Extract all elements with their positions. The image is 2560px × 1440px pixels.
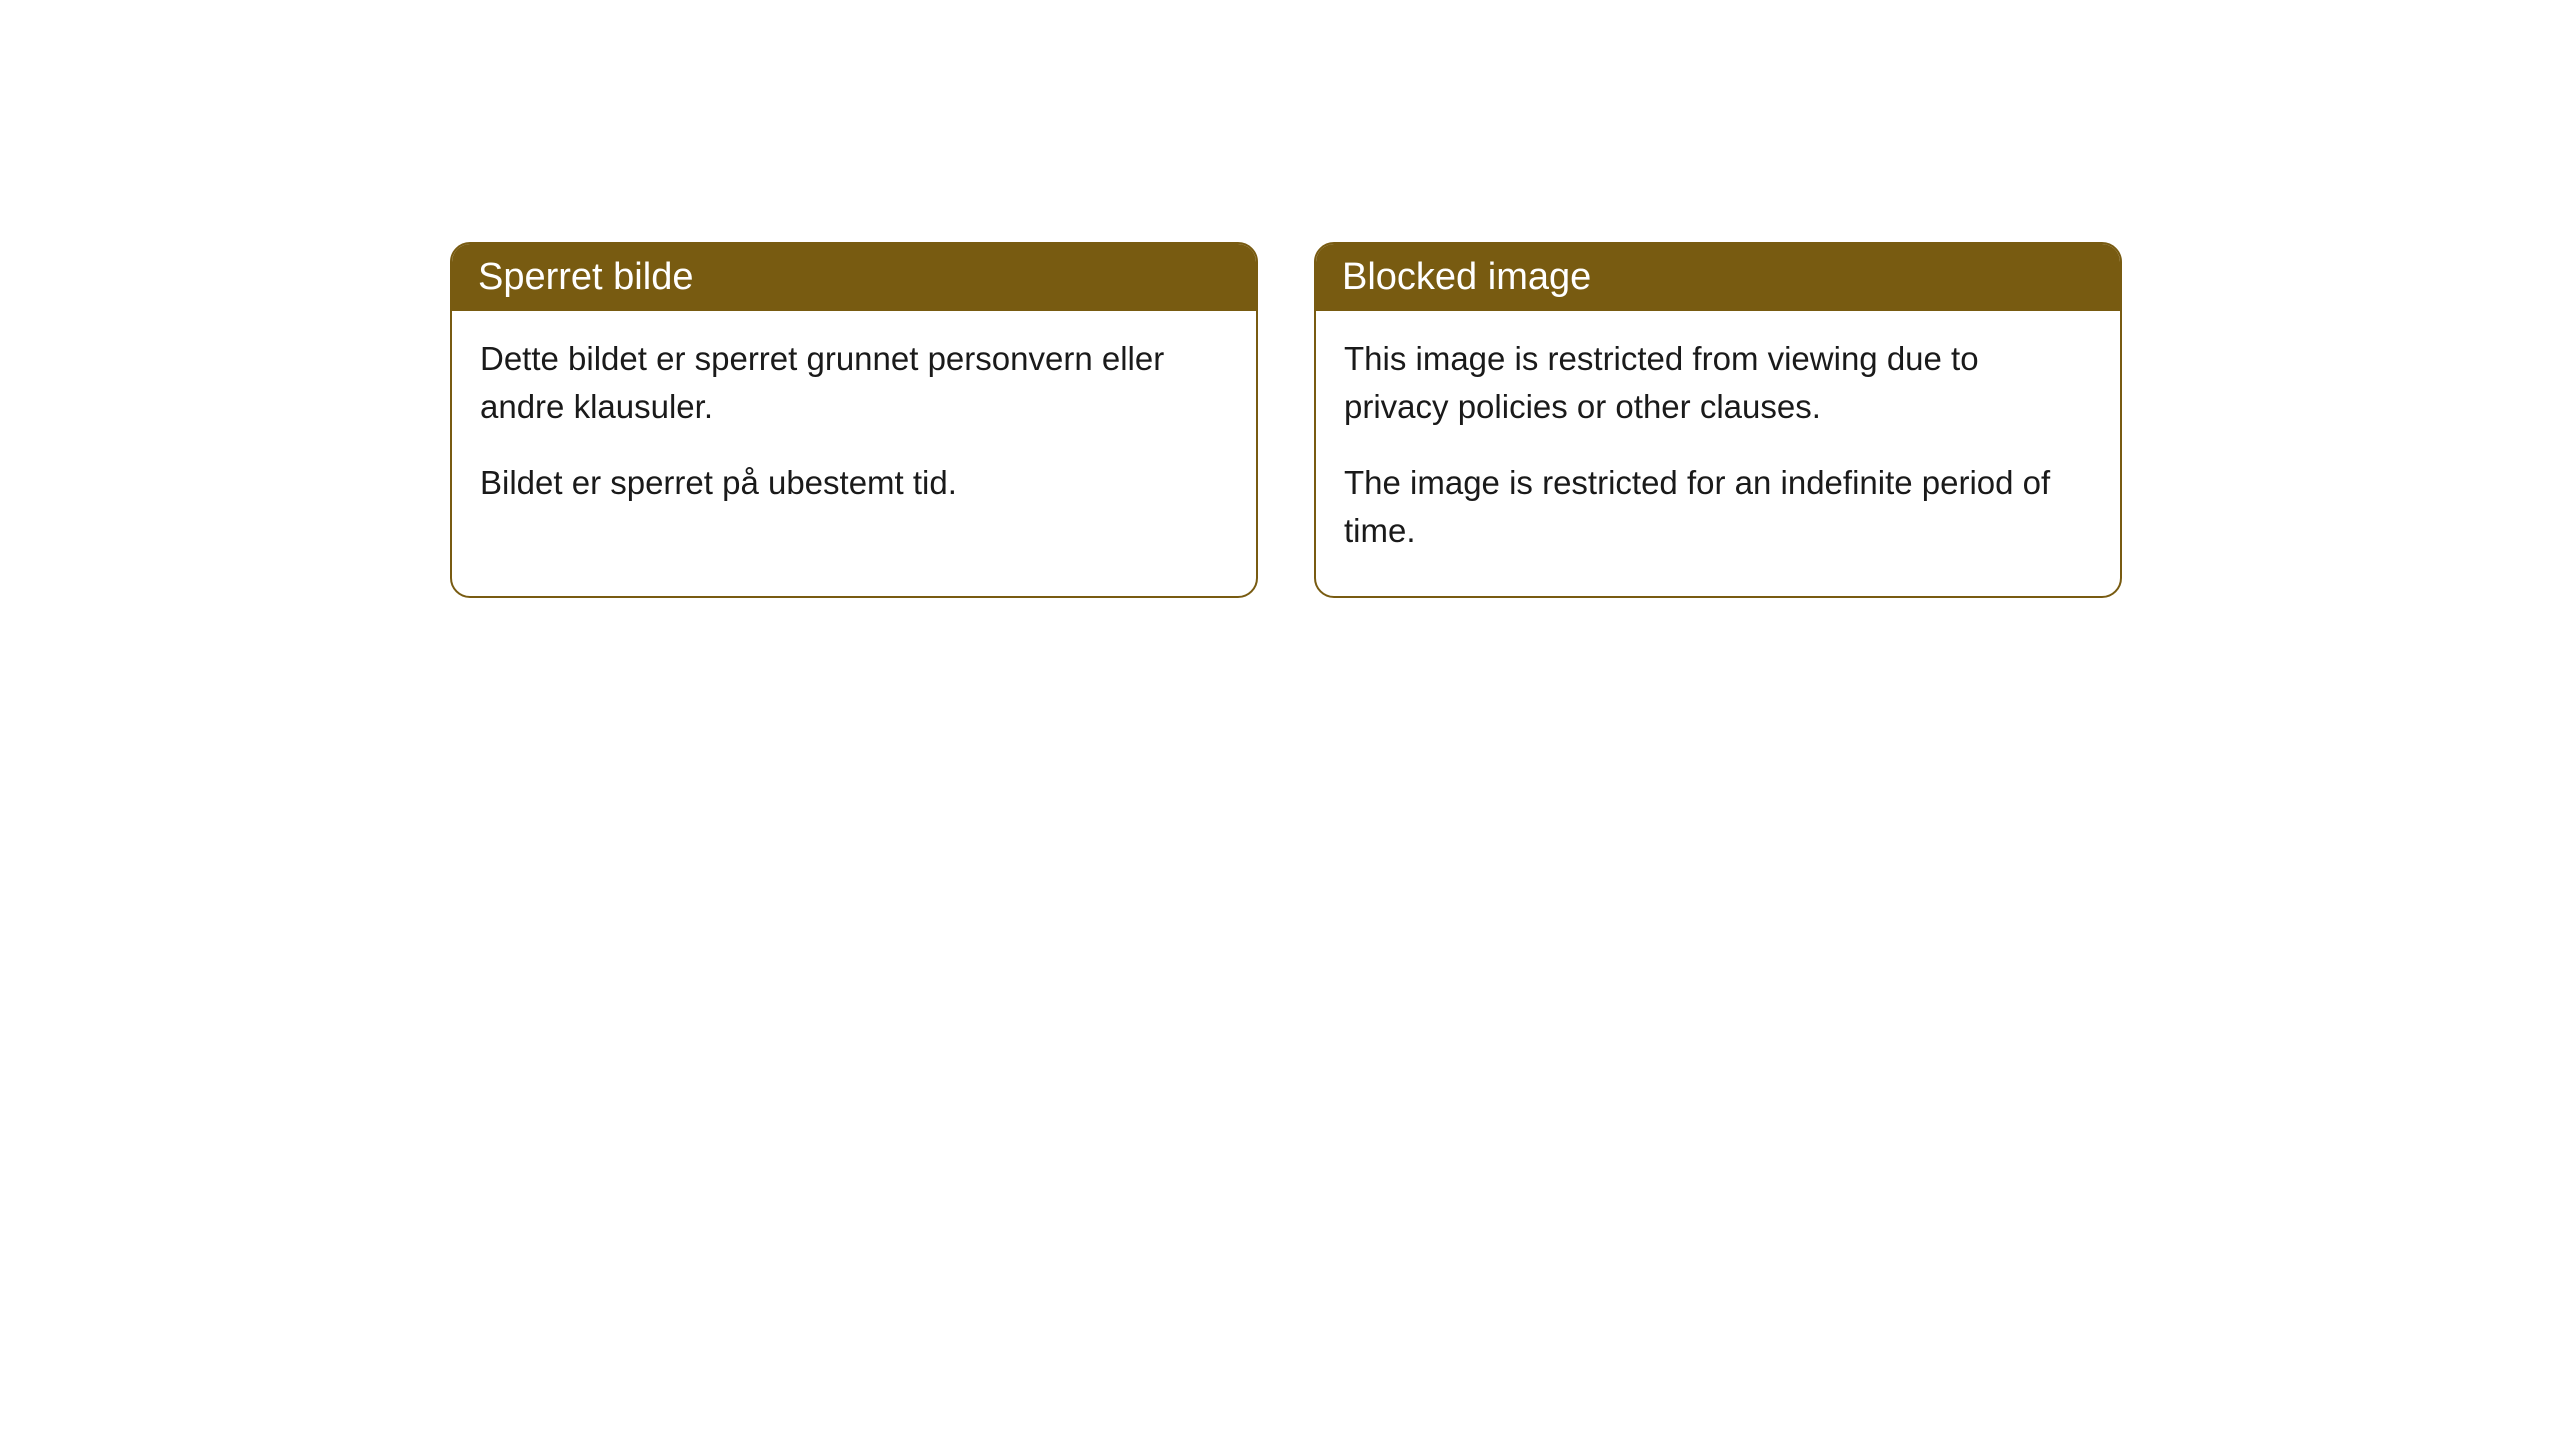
card-text-secondary: Bildet er sperret på ubestemt tid.	[480, 459, 1228, 507]
blocked-image-card-en: Blocked image This image is restricted f…	[1314, 242, 2122, 598]
blocked-image-card-no: Sperret bilde Dette bildet er sperret gr…	[450, 242, 1258, 598]
card-text-primary: Dette bildet er sperret grunnet personve…	[480, 335, 1228, 431]
card-header: Blocked image	[1316, 244, 2120, 311]
card-body: Dette bildet er sperret grunnet personve…	[452, 311, 1256, 549]
card-text-primary: This image is restricted from viewing du…	[1344, 335, 2092, 431]
card-header: Sperret bilde	[452, 244, 1256, 311]
card-text-secondary: The image is restricted for an indefinit…	[1344, 459, 2092, 555]
cards-container: Sperret bilde Dette bildet er sperret gr…	[0, 0, 2560, 598]
card-body: This image is restricted from viewing du…	[1316, 311, 2120, 596]
